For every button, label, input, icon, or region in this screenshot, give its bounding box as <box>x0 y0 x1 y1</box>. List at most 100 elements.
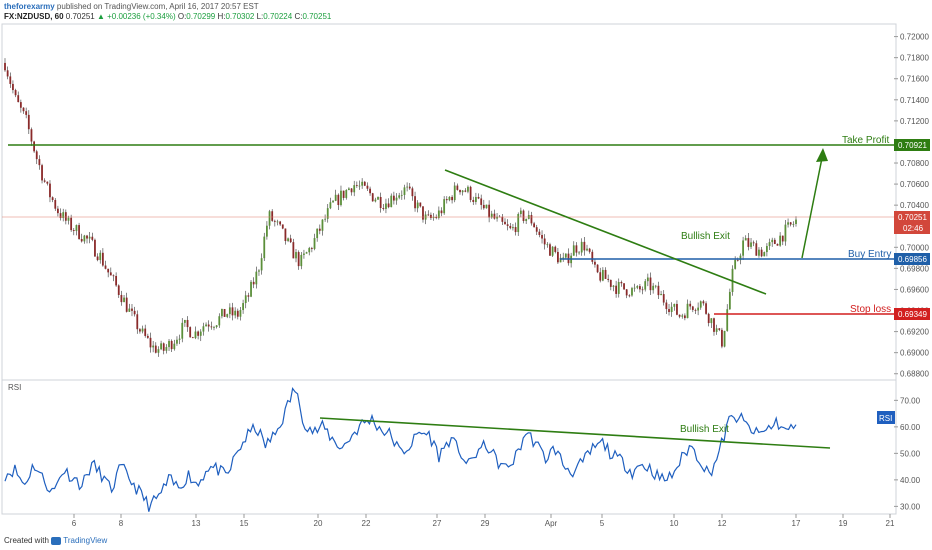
price-axis[interactable]: 0.720000.718000.716000.714000.712000.710… <box>894 33 929 379</box>
take-profit-label: Take Profit <box>842 135 889 146</box>
candle-body <box>400 194 403 196</box>
candle-body <box>522 210 525 222</box>
time-tick-label: 29 <box>481 519 490 528</box>
time-tick-label: 20 <box>314 519 323 528</box>
rsi-tick-label: 40.00 <box>900 476 921 485</box>
candle-body <box>318 228 321 231</box>
tradingview-link[interactable]: TradingView <box>63 536 108 545</box>
candle-body <box>631 288 633 296</box>
candle-body <box>620 281 623 284</box>
candle-body <box>403 187 406 195</box>
candle-body <box>747 238 750 247</box>
symbol-label[interactable]: FX:NZDUSD, 60 <box>4 12 64 21</box>
candle-body <box>406 186 409 188</box>
candle-body <box>715 328 718 332</box>
candle-body <box>337 194 340 206</box>
candle-body <box>575 245 578 253</box>
candle-body <box>109 272 112 276</box>
candle-body <box>17 95 20 103</box>
candle-body <box>49 183 51 198</box>
rsi-tick-label: 30.00 <box>900 502 921 511</box>
candle-body <box>30 129 33 142</box>
close-value: 0.70251 <box>302 12 332 21</box>
author-link[interactable]: theforexarmy <box>4 2 55 11</box>
candle-body <box>183 319 186 323</box>
rsi-axis[interactable]: 70.00 60.00 50.00 40.00 30.00 <box>894 396 921 511</box>
candle-body <box>676 303 678 315</box>
candle-body <box>795 219 797 224</box>
rsi-tick-label: 60.00 <box>900 423 921 432</box>
candle-body <box>469 186 472 200</box>
candle-body <box>361 181 364 186</box>
rsi-trendline[interactable] <box>319 417 831 449</box>
candle-body <box>562 257 565 259</box>
candle-body <box>641 289 644 291</box>
last-price: 0.70251 <box>65 12 95 21</box>
candle-body <box>27 114 30 130</box>
publish-line: theforexarmy published on TradingView.co… <box>4 2 924 12</box>
candle-body <box>760 249 763 257</box>
candle-body <box>726 309 729 331</box>
candle-body <box>776 243 779 246</box>
time-axis[interactable]: 6 8 13 15 20 22 27 29 Apr 5 10 12 17 19 21 <box>72 514 895 528</box>
candle-body <box>591 251 594 262</box>
candle-body <box>718 328 721 330</box>
candle-body <box>408 186 411 189</box>
candle-body <box>268 211 271 226</box>
take-profit-tag-box <box>894 139 930 151</box>
candle-body <box>554 246 557 252</box>
candle-body <box>366 185 369 189</box>
candle-body <box>86 235 88 239</box>
candle-body <box>342 190 345 198</box>
candle-body <box>559 257 562 263</box>
candle-body <box>292 242 295 259</box>
candle-body <box>530 215 533 224</box>
candle-body <box>792 223 795 225</box>
candle-body <box>636 286 639 288</box>
candle-body <box>162 343 165 351</box>
candle-body <box>88 236 91 239</box>
candle-body <box>662 294 665 303</box>
candle-body <box>123 297 125 303</box>
candle-body <box>144 328 147 336</box>
candle-body <box>440 210 443 214</box>
price-tick-label: 0.69000 <box>900 349 929 358</box>
candle-body <box>146 335 149 338</box>
price-tick-label: 0.70000 <box>900 243 929 252</box>
price-tick-label: 0.71600 <box>900 75 929 84</box>
time-tick-label: 15 <box>240 519 249 528</box>
candle-body <box>609 279 612 287</box>
candle-body <box>779 235 782 246</box>
candle-body <box>416 202 419 209</box>
target-arrowhead-icon <box>816 148 828 162</box>
candle-body <box>250 281 252 297</box>
candle-body <box>594 261 596 265</box>
candle-body <box>596 264 599 273</box>
candle-body <box>464 190 467 192</box>
candle-body <box>654 285 657 287</box>
candle-body <box>689 303 692 307</box>
time-tick-label: 19 <box>839 519 848 528</box>
candle-body <box>535 227 538 232</box>
candle-body <box>329 202 332 209</box>
candle-body <box>186 319 189 328</box>
candle-body <box>683 315 686 319</box>
candle-body <box>501 216 504 222</box>
candle-body <box>308 248 311 253</box>
candle-body <box>673 303 676 307</box>
time-tick-label: 21 <box>886 519 895 528</box>
price-trendline[interactable] <box>444 169 767 295</box>
candle-body <box>514 227 517 233</box>
time-tick-label: 27 <box>433 519 442 528</box>
candle-body <box>104 265 107 269</box>
time-tick-label: 13 <box>192 519 201 528</box>
candle-body <box>572 245 575 256</box>
candle-body <box>678 314 681 317</box>
candle-body <box>115 275 118 286</box>
candle-body <box>435 217 438 219</box>
price-tick-label: 0.72000 <box>900 33 929 42</box>
candle-body <box>697 307 700 311</box>
rsi-tick-label: 50.00 <box>900 449 921 458</box>
candle-body <box>604 269 607 279</box>
